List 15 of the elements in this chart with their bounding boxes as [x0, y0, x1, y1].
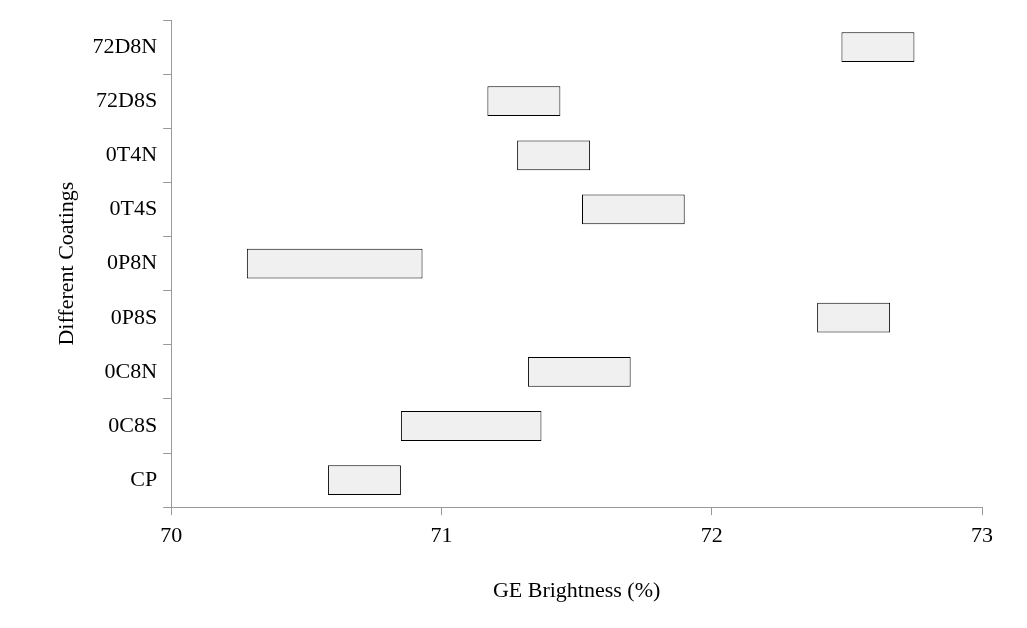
y-tick-label: 0T4S — [109, 195, 158, 221]
x-tick-label: 72 — [700, 522, 723, 548]
x-tick-label: 73 — [971, 522, 993, 548]
y-tick-label: 0C8N — [104, 357, 158, 383]
y-tick-label: 72D8S — [96, 86, 158, 112]
x-tick-label: 70 — [160, 522, 183, 548]
y-tick-label: 0C8S — [108, 411, 158, 437]
x-tick-label: 71 — [430, 522, 453, 548]
y-tick-label: 72D8N — [92, 32, 158, 58]
x-axis-title: GE Brightness (%) — [492, 576, 661, 602]
y-tick-label: 0P8N — [107, 249, 158, 275]
y-axis-title: Different Coatings — [52, 181, 78, 346]
y-tick-label: 0P8S — [110, 303, 158, 329]
y-tick-label: CP — [130, 465, 158, 491]
y-tick-label: 0T4N — [105, 141, 158, 167]
